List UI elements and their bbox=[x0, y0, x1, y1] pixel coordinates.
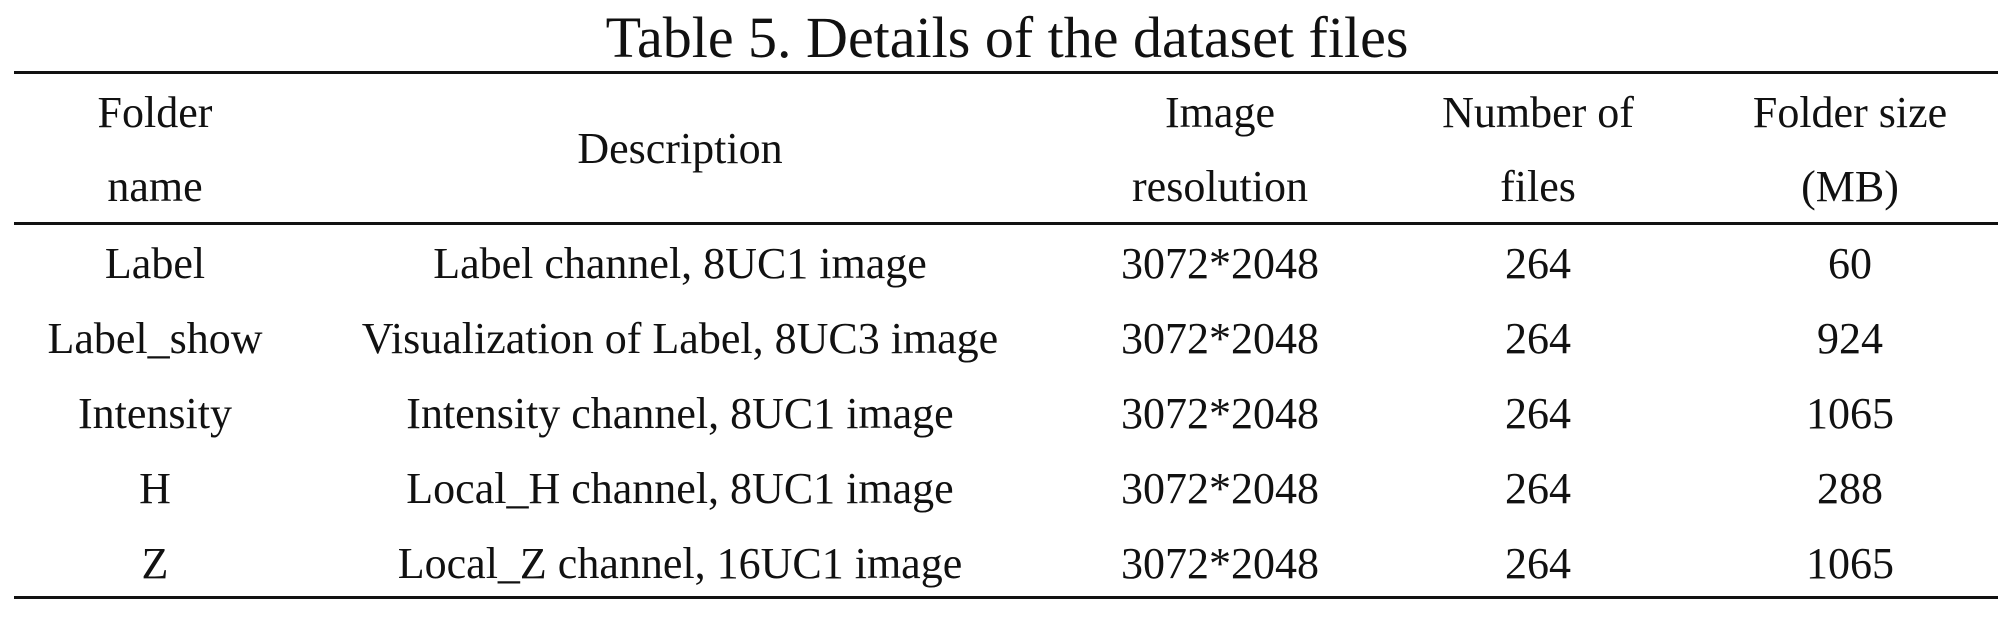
cell-image-resolution: 3072*2048 bbox=[1121, 464, 1319, 513]
header-number-of-files-line2: files bbox=[1500, 162, 1576, 211]
header-folder-name-line1: Folder bbox=[97, 88, 213, 137]
bottom-rule bbox=[14, 596, 1998, 599]
header-folder-name-line2: name bbox=[107, 162, 203, 211]
cell-number-of-files: 264 bbox=[1505, 389, 1571, 438]
table-row: Label_show Visualization of Label, 8UC3 … bbox=[0, 309, 2014, 369]
cell-image-resolution: 3072*2048 bbox=[1121, 539, 1319, 588]
cell-folder-name: Label_show bbox=[47, 314, 263, 363]
cell-number-of-files: 264 bbox=[1505, 239, 1571, 288]
cell-folder-size: 60 bbox=[1828, 239, 1872, 288]
cell-number-of-files: 264 bbox=[1505, 539, 1571, 588]
header-description-label: Description bbox=[577, 124, 783, 173]
cell-folder-name: Intensity bbox=[78, 389, 232, 438]
cell-description: Intensity channel, 8UC1 image bbox=[406, 389, 954, 438]
cell-folder-name: H bbox=[139, 464, 171, 513]
top-rule bbox=[14, 71, 1998, 74]
table-caption: Table 5. Details of the dataset files bbox=[605, 5, 1409, 70]
table-row: Z Local_Z channel, 16UC1 image 3072*2048… bbox=[0, 534, 2014, 594]
cell-description: Visualization of Label, 8UC3 image bbox=[361, 314, 999, 363]
table-row: Intensity Intensity channel, 8UC1 image … bbox=[0, 384, 2014, 444]
cell-folder-name: Label bbox=[104, 239, 206, 288]
header-image-resolution-line2: resolution bbox=[1132, 162, 1308, 211]
header-folder-size-line1: Folder size bbox=[1752, 88, 1948, 137]
cell-folder-size: 288 bbox=[1817, 464, 1883, 513]
cell-description: Local_Z channel, 16UC1 image bbox=[397, 539, 963, 588]
cell-folder-size: 1065 bbox=[1806, 539, 1894, 588]
cell-number-of-files: 264 bbox=[1505, 464, 1571, 513]
table-row: Label Label channel, 8UC1 image 3072*204… bbox=[0, 234, 2014, 294]
table-row: H Local_H channel, 8UC1 image 3072*2048 … bbox=[0, 459, 2014, 519]
cell-image-resolution: 3072*2048 bbox=[1121, 314, 1319, 363]
cell-image-resolution: 3072*2048 bbox=[1121, 239, 1319, 288]
cell-description: Local_H channel, 8UC1 image bbox=[406, 464, 954, 513]
cell-folder-size: 1065 bbox=[1806, 389, 1894, 438]
header-rule bbox=[14, 222, 1998, 225]
cell-folder-size: 924 bbox=[1817, 314, 1883, 363]
cell-folder-name: Z bbox=[141, 539, 169, 588]
cell-image-resolution: 3072*2048 bbox=[1121, 389, 1319, 438]
cell-number-of-files: 264 bbox=[1505, 314, 1571, 363]
header-image-resolution-line1: Image bbox=[1165, 88, 1275, 137]
header-folder-size-line2: (MB) bbox=[1801, 162, 1899, 211]
cell-description: Label channel, 8UC1 image bbox=[433, 239, 927, 288]
header-number-of-files-line1: Number of bbox=[1442, 88, 1634, 137]
